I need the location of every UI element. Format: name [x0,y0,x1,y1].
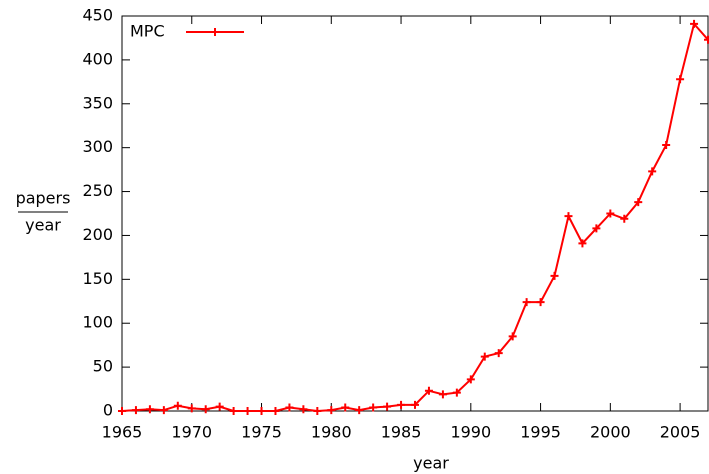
point-marker [648,167,657,176]
point-marker [494,349,503,358]
point-marker [522,298,531,307]
point-marker [620,214,629,223]
y-tick-label: 0 [103,401,113,420]
x-tick-label: 1990 [450,423,491,442]
legend-label: MPC [130,22,165,41]
x-tick-label: 1985 [381,423,422,442]
point-marker [131,406,140,415]
y-axis-label-denominator: year [25,216,61,235]
y-tick-label: 350 [82,93,113,112]
point-marker [550,271,559,280]
y-tick-label: 450 [82,6,113,25]
point-marker [271,407,280,415]
point-marker [634,198,643,207]
point-marker [424,386,433,395]
y-tick-label: 250 [82,181,113,200]
x-tick-label: 1975 [241,423,282,442]
x-tick-label: 2005 [660,423,701,442]
point-marker [215,402,224,411]
point-marker [201,405,210,414]
x-tick-label: 2000 [590,423,631,442]
y-tick-label: 400 [82,49,113,68]
point-marker [411,400,419,409]
y-tick-label: 200 [82,225,113,244]
point-marker [452,388,461,397]
point-marker [369,403,378,412]
point-marker [606,209,615,218]
point-marker [187,404,196,413]
point-marker [704,35,709,44]
point-marker [592,224,601,233]
point-marker [145,405,154,414]
point-marker [578,239,587,248]
point-marker [383,402,392,411]
x-tick-label: 1980 [311,423,352,442]
point-marker [438,390,447,399]
point-marker [229,407,238,415]
point-marker [327,406,336,415]
point-marker [536,298,545,307]
y-tick-label: 300 [82,137,113,156]
legend-marker [211,28,219,36]
x-tick-label: 1970 [171,423,212,442]
point-marker [690,19,699,28]
point-marker [480,352,489,361]
y-tick-label: 50 [93,357,113,376]
point-marker [676,75,685,84]
point-marker [299,405,308,414]
point-marker [313,407,322,415]
series-line [121,21,709,413]
point-marker [341,403,350,412]
point-marker [397,400,406,409]
x-tick-label: 1995 [520,423,561,442]
point-marker [355,406,364,415]
plot-frame [121,15,709,412]
point-marker [118,407,126,415]
y-axis-label-numerator: papers [16,189,71,208]
point-marker [159,406,168,415]
point-marker [285,403,294,412]
y-tick-label: 100 [82,313,113,332]
y-tick-label: 150 [82,269,113,288]
point-marker [173,401,182,410]
point-marker [243,407,252,415]
point-marker [466,375,475,384]
x-axis-label: year [413,454,449,473]
point-marker [257,407,266,415]
x-tick-label: 1965 [102,423,143,442]
point-marker [508,332,517,341]
point-marker [662,141,671,150]
point-marker [564,212,573,221]
